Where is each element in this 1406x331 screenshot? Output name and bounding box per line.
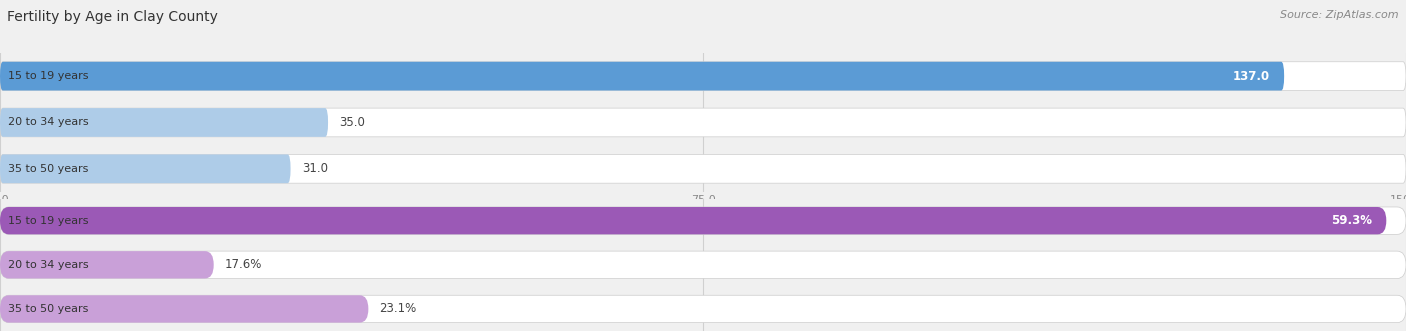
Text: 137.0: 137.0 <box>1233 70 1270 83</box>
Text: 31.0: 31.0 <box>302 162 328 175</box>
FancyBboxPatch shape <box>0 108 328 137</box>
Text: 20 to 34 years: 20 to 34 years <box>8 260 89 270</box>
FancyBboxPatch shape <box>0 295 1406 323</box>
FancyBboxPatch shape <box>0 108 1406 137</box>
Text: Source: ZipAtlas.com: Source: ZipAtlas.com <box>1281 10 1399 20</box>
FancyBboxPatch shape <box>0 155 1406 183</box>
Text: 35.0: 35.0 <box>339 116 366 129</box>
Text: 15 to 19 years: 15 to 19 years <box>8 216 89 226</box>
FancyBboxPatch shape <box>0 155 291 183</box>
FancyBboxPatch shape <box>0 251 214 278</box>
FancyBboxPatch shape <box>0 62 1406 90</box>
Text: 35 to 50 years: 35 to 50 years <box>8 304 89 314</box>
Text: 59.3%: 59.3% <box>1331 214 1372 227</box>
FancyBboxPatch shape <box>0 207 1386 234</box>
FancyBboxPatch shape <box>0 295 368 323</box>
FancyBboxPatch shape <box>0 62 1284 90</box>
Text: 15 to 19 years: 15 to 19 years <box>8 71 89 81</box>
FancyBboxPatch shape <box>0 207 1406 234</box>
Text: Fertility by Age in Clay County: Fertility by Age in Clay County <box>7 10 218 24</box>
Text: 35 to 50 years: 35 to 50 years <box>8 164 89 174</box>
Text: 17.6%: 17.6% <box>225 258 263 271</box>
FancyBboxPatch shape <box>0 251 1406 278</box>
Text: 20 to 34 years: 20 to 34 years <box>8 118 89 127</box>
Text: 23.1%: 23.1% <box>380 303 416 315</box>
